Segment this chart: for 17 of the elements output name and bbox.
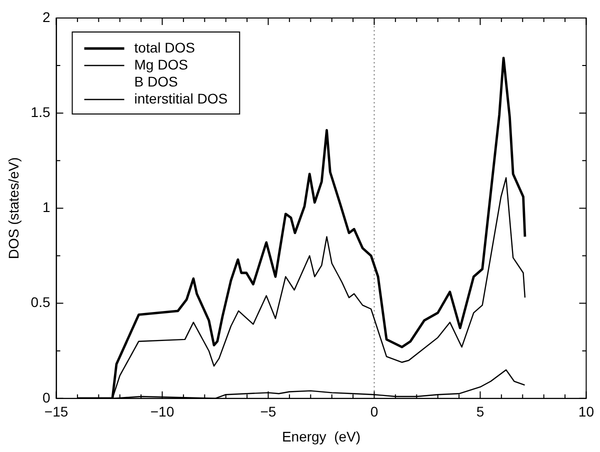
y-tick-label: 2 [42,8,50,25]
x-axis-title: Energy (eV) [282,428,361,444]
y-tick-label: 0 [42,389,50,406]
x-tick-label: 0 [370,404,378,420]
y-tick-label: 0.5 [30,294,50,310]
x-tick-label: −5 [260,404,276,420]
legend-label: Mg DOS [134,56,188,72]
y-axis-title: DOS (states/eV) [5,157,22,260]
x-tick-label: −15 [44,404,68,420]
y-tick-label: 1 [42,199,50,216]
text: B DOS [134,73,178,90]
y-tick-label: 1.5 [30,104,50,120]
legend-label: total DOS [134,39,195,56]
x-tick-label: 10 [578,404,594,420]
x-tick-label: 5 [476,404,484,420]
x-tick-label: −10 [150,404,174,420]
legend-label: interstitial DOS [134,90,228,106]
